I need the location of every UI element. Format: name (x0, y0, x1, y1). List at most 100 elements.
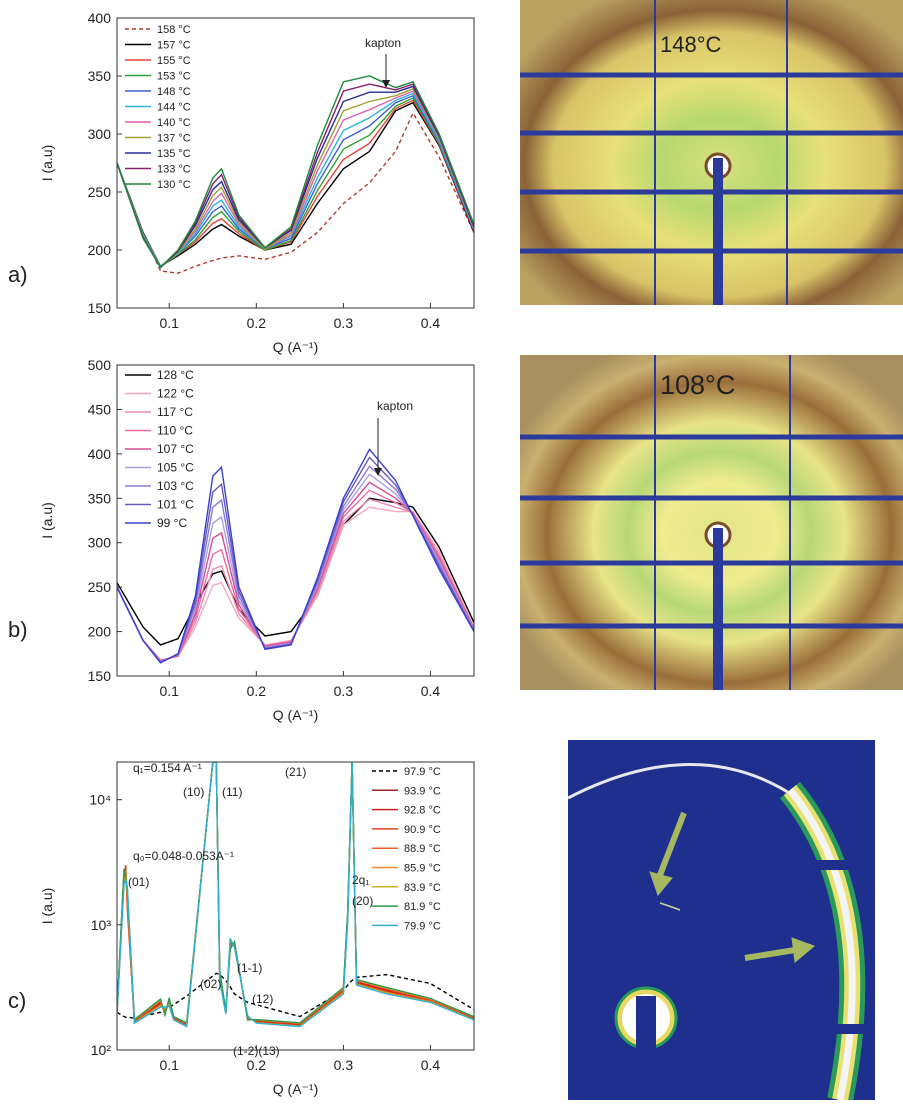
plot-lines (117, 75, 474, 274)
y-tick-label: 400 (88, 446, 112, 462)
arrow-head (382, 80, 390, 88)
y-tick-label: 350 (88, 68, 112, 84)
legend-label: 117 °C (157, 405, 193, 419)
legend-label: 157 °C (157, 40, 191, 52)
saxs-image-a: 148°C (520, 0, 903, 305)
annotation: 2q₁ (352, 873, 369, 887)
legend-label: 140 °C (157, 117, 191, 129)
legend-label: 79.9 °C (404, 920, 441, 932)
x-tick-label: 0.1 (160, 683, 180, 699)
legend-label: 103 °C (157, 479, 194, 493)
x-tick-label: 0.4 (421, 1057, 441, 1073)
x-tick-label: 0.1 (160, 1057, 180, 1073)
x-tick-label: 0.1 (160, 315, 180, 331)
y-tick-label: 10² (91, 1042, 112, 1058)
x-axis-label: Q (A⁻¹) (273, 1081, 319, 1097)
panel-label: c) (8, 988, 26, 1013)
x-tick-label: 0.2 (247, 315, 267, 331)
y-tick-label: 150 (88, 668, 112, 684)
annotation: (10) (183, 785, 204, 799)
legend-label: 93.9 °C (404, 785, 441, 797)
image-label: 148°C (660, 32, 722, 57)
plot-frame (116, 17, 475, 309)
plot-lines (117, 762, 474, 1028)
arrow-head (374, 468, 382, 476)
x-axis-label: Q (A⁻¹) (273, 339, 319, 355)
legend-label: 107 °C (157, 442, 194, 456)
y-tick-label: 150 (88, 300, 112, 316)
annotation: q₁=0.154 A⁻¹ (133, 761, 202, 775)
legend-label: 133 °C (157, 164, 191, 176)
annotation: q₀=0.048-0.053A⁻¹ (133, 849, 234, 863)
legend-label: 101 °C (157, 498, 194, 512)
y-axis-label: I (a.u) (39, 888, 55, 925)
chart-panel: 0.1 0.2 0.3 0.4 150 200 250 300 350 400 450 500 Q (A… (8, 357, 475, 723)
data-line (117, 111, 474, 274)
legend-label: 135 °C (157, 148, 191, 160)
annotation: (11) (222, 785, 242, 799)
x-tick-label: 0.3 (334, 315, 354, 331)
data-line (117, 448, 474, 664)
y-axis-label: I (a.u) (39, 145, 55, 182)
legend-label: 155 °C (157, 55, 191, 67)
annotation: (1-2)(13) (233, 1044, 280, 1058)
annotation: kapton (365, 36, 401, 50)
legend-label: 97.9 °C (404, 766, 441, 778)
y-tick-label: 350 (88, 490, 112, 506)
chart-panel: 0.1 0.2 0.3 0.4 10² 10³ 10⁴ Q (A⁻¹) I (a.u) c) 97.… (8, 761, 475, 1097)
legend-label: 137 °C (157, 133, 191, 145)
x-tick-label: 0.2 (247, 683, 267, 699)
x-axis-label: Q (A⁻¹) (273, 707, 319, 723)
annotation: (01) (128, 875, 149, 889)
legend-label: 158 °C (157, 24, 191, 36)
y-tick-label: 250 (88, 184, 112, 200)
image-label: 108°C (660, 370, 735, 400)
legend-label: 110 °C (157, 424, 193, 438)
legend-label: 81.9 °C (404, 901, 441, 913)
y-axis-label: I (a.u) (39, 502, 55, 539)
legend-label: 128 °C (157, 368, 194, 382)
panel-label: b) (8, 617, 28, 642)
legend-label: 153 °C (157, 71, 191, 83)
x-tick-label: 0.3 (334, 1057, 354, 1073)
y-tick-label: 250 (88, 579, 112, 595)
x-tick-label: 0.4 (421, 315, 441, 331)
plot-frame (116, 761, 475, 1051)
legend-label: 92.8 °C (404, 805, 441, 817)
x-tick-label: 0.2 (247, 1057, 267, 1073)
y-tick-label: 200 (88, 624, 112, 640)
legend-label: 105 °C (157, 461, 194, 475)
annotation: kapton (377, 399, 413, 413)
y-tick-label: 10³ (91, 917, 112, 933)
waxs-image-c (568, 740, 875, 1100)
x-tick-label: 0.4 (421, 683, 441, 699)
annotation: (1-1) (237, 961, 262, 975)
plot-frame (116, 364, 475, 677)
legend-label: 88.9 °C (404, 843, 441, 855)
legend-label: 90.9 °C (404, 824, 441, 836)
plot-lines (117, 448, 474, 664)
data-line (117, 762, 474, 1028)
y-tick-label: 400 (88, 10, 112, 26)
legend-label: 83.9 °C (404, 882, 441, 894)
chart-panel: 0.1 0.2 0.3 0.4 150 200 250 300 350 400 Q (A⁻¹) I (… (8, 10, 475, 355)
y-tick-label: 450 (88, 401, 112, 417)
saxs-image-b: 108°C (520, 355, 903, 690)
legend-label: 122 °C (157, 387, 194, 401)
annotation: (21) (285, 765, 306, 779)
legend-label: 144 °C (157, 102, 191, 114)
y-tick-label: 300 (88, 126, 112, 142)
annotation: (20) (352, 894, 373, 908)
legend-label: 99 °C (157, 516, 187, 530)
annotation: (12) (252, 992, 273, 1006)
y-tick-label: 200 (88, 242, 112, 258)
data-line (117, 762, 474, 1027)
legend-label: 85.9 °C (404, 863, 441, 875)
y-tick-label: 10⁴ (89, 792, 111, 808)
y-tick-label: 300 (88, 535, 112, 551)
legend-label: 148 °C (157, 86, 191, 98)
annotation: (02) (200, 977, 221, 991)
panel-label: a) (8, 262, 28, 287)
x-tick-label: 0.3 (334, 683, 354, 699)
